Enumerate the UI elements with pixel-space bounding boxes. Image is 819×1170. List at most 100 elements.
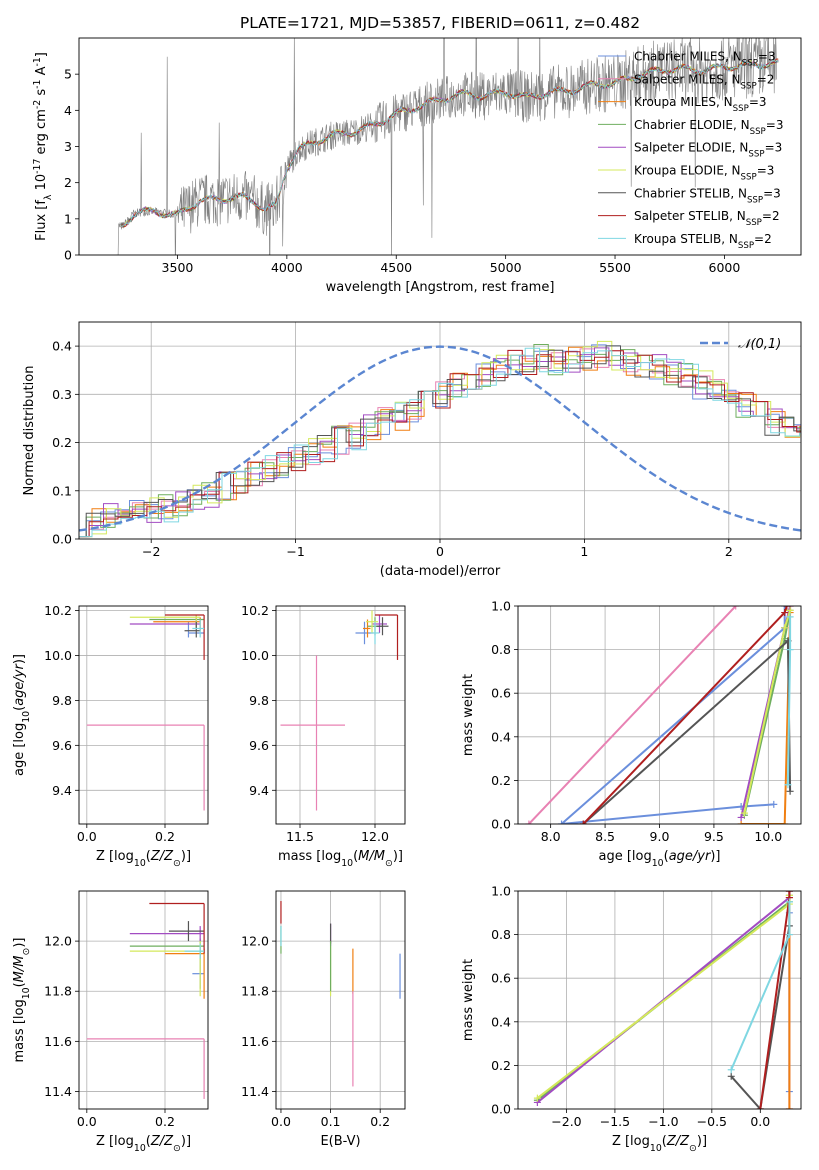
axes-frame [78, 605, 209, 825]
plot-area [525, 606, 794, 824]
series-salpeter-stelib-marker [579, 820, 587, 824]
panels: 3500 4000 4500 5000 5500 6000 0 1 2 3 4 5 wavelength… [12, 37, 802, 1154]
series-kroupa-stelib-marker [785, 931, 793, 939]
y-tick-label: 9.4 [249, 783, 269, 798]
series-kroupa-elodie-marker [786, 606, 794, 614]
x-axis-label: age [log10(age/yr)] [598, 849, 720, 869]
series-kroupa-stelib-marker [786, 613, 794, 621]
y-tick-label: 9.4 [52, 783, 72, 798]
series-chabrier-miles-marker [770, 800, 778, 808]
axes-frame [517, 605, 802, 825]
y-tick-label: 0.3 [52, 387, 72, 402]
panel-massweight_vs_age: 8.0 8.5 9.0 9.5 10.0 0.0 0.2 0.4 0.6 0.8 1.0 age [l… [461, 599, 802, 869]
series-chabrier-stelib-marker [786, 787, 794, 795]
y-axis-label: mass weight [461, 959, 476, 1041]
series-salpeter-miles [528, 606, 737, 824]
y-tick-label: 0.4 [491, 729, 511, 744]
y-tick-label: 3 [64, 139, 72, 154]
y-tick-label: 0.8 [491, 642, 511, 657]
x-tick-label: 5500 [599, 260, 631, 275]
x-tick-label: 0.0 [77, 1114, 97, 1129]
axes-frame [275, 605, 406, 825]
panel-age_vs_Z: 0.0 0.2 9.4 9.6 9.8 10.0 10.2 Z [log10(Z/Z⊙)] ag… [12, 603, 209, 869]
y-tick-label: 9.6 [52, 738, 72, 753]
x-tick-label: 11.5 [286, 829, 314, 844]
x-tick-label: 4500 [380, 260, 412, 275]
legend-label: Kroupa MILES, NSSP=3 [634, 95, 767, 114]
y-tick-label: 11.6 [241, 1034, 269, 1049]
y-axis-label: Normed distribution [22, 366, 37, 496]
y-tick-label: 10.0 [241, 648, 269, 663]
x-tick-label: −1.0 [648, 1114, 678, 1129]
y-tick-label: 11.8 [44, 984, 72, 999]
x-tick-label: −1.5 [600, 1114, 630, 1129]
y-tick-label: 9.8 [52, 693, 72, 708]
panel-age_vs_mass: 11.5 12.0 9.4 9.6 9.8 10.0 10.2 mass [log10(M/M… [241, 603, 406, 869]
series-salpeter-stelib-marker [781, 609, 789, 617]
x-tick-label: −2 [142, 544, 160, 559]
series-kroupa-elodie-marker [781, 624, 789, 632]
normal-curve [79, 345, 801, 532]
observed-spectrum [116, 38, 777, 255]
series-kroupa-miles-marker [785, 1105, 793, 1109]
x-tick-label: 0.0 [750, 1114, 770, 1129]
panel-residuals: −2 −1 0 1 2 0.0 0.1 0.2 0.3 0.4 (data-model)/error… [22, 321, 802, 579]
y-tick-label: 1.0 [491, 884, 511, 899]
x-axis-label: E(B-V) [320, 1134, 360, 1149]
histogram-chabrier-elodie [79, 344, 801, 538]
x-axis-label: wavelength [Angstrom, rest frame] [326, 280, 555, 295]
x-axis-label: mass [log10(M/M⊙)] [278, 849, 403, 869]
legend-label: 𝒩(0,1) [738, 337, 781, 352]
x-tick-label: 3500 [162, 260, 194, 275]
y-tick-label: 10.2 [241, 603, 269, 618]
y-tick-label: 1.0 [491, 599, 511, 614]
y-tick-label: 2 [64, 175, 72, 190]
x-tick-label: 6000 [709, 260, 741, 275]
legend-label: Kroupa STELIB, NSSP=2 [634, 232, 772, 251]
histogram-kroupa-elodie [79, 340, 801, 538]
panel-mass_vs_Z: 0.0 0.2 11.4 11.6 11.8 12.0 Z [log10(Z/Z⊙)] mas… [12, 890, 209, 1154]
legend-label: Kroupa ELODIE, NSSP=3 [634, 164, 774, 183]
y-tick-label: 0.0 [491, 1102, 511, 1117]
x-tick-label: −0.5 [697, 1114, 727, 1129]
y-tick-label: 0.6 [491, 686, 511, 701]
legend-label: Chabrier STELIB, NSSP=3 [634, 186, 781, 205]
series-kroupa-elodie-marker [740, 809, 748, 817]
x-axis-label: Z [log10(Z/Z⊙)] [96, 1134, 191, 1154]
x-tick-label: 0.2 [155, 1114, 175, 1129]
axes-frame [517, 890, 802, 1110]
x-axis-label: (data-model)/error [380, 564, 501, 579]
series-kroupa-miles-marker [737, 820, 745, 824]
series-chabrier-stelib-marker [727, 1072, 735, 1080]
histogram-salpeter-stelib [79, 349, 801, 538]
y-tick-label: 11.4 [44, 1084, 72, 1099]
y-axis-label: Flux [fλ 10-17 erg cm-2 s-1 A-1] [32, 52, 54, 241]
y-tick-label: 11.6 [44, 1034, 72, 1049]
series-kroupa-elodie-marker [533, 1094, 541, 1102]
y-tick-label: 4 [64, 103, 72, 118]
y-tick-label: 0.4 [491, 1014, 511, 1029]
y-tick-label: 0.6 [491, 971, 511, 986]
series-kroupa-stelib-marker [727, 1066, 735, 1074]
panel-massweight_vs_Z: −2.0 −1.5 −1.0 −0.5 0.0 0.0 0.2 0.4 0.6 0.8 1.0 Z [… [461, 884, 802, 1154]
legend-label: Chabrier MILES, NSSP=3 [634, 50, 776, 69]
y-axis-label: mass weight [461, 674, 476, 756]
series-salpeter-elodie-marker [737, 813, 745, 821]
series-salpeter-stelib-marker [783, 606, 791, 610]
series-chabrier-miles [559, 606, 786, 824]
series-kroupa-stelib-marker [784, 781, 792, 789]
y-tick-label: 9.6 [249, 738, 269, 753]
x-tick-label: 0.0 [271, 1114, 291, 1129]
plot-area [86, 902, 205, 1099]
legend-label: Chabrier ELODIE, NSSP=3 [634, 118, 783, 137]
x-tick-label: 4000 [271, 260, 303, 275]
x-tick-label: 0.2 [370, 1114, 390, 1129]
x-tick-label: 0.2 [155, 829, 175, 844]
x-tick-label: 8.5 [595, 829, 615, 844]
y-tick-label: 5 [64, 67, 72, 82]
x-axis-label: Z [log10(Z/Z⊙)] [96, 849, 191, 869]
legend-label: Salpeter ELODIE, NSSP=3 [634, 141, 782, 160]
series-chabrier-stelib [582, 638, 792, 824]
y-tick-label: 12.0 [44, 934, 72, 949]
y-tick-label: 10.2 [44, 603, 72, 618]
